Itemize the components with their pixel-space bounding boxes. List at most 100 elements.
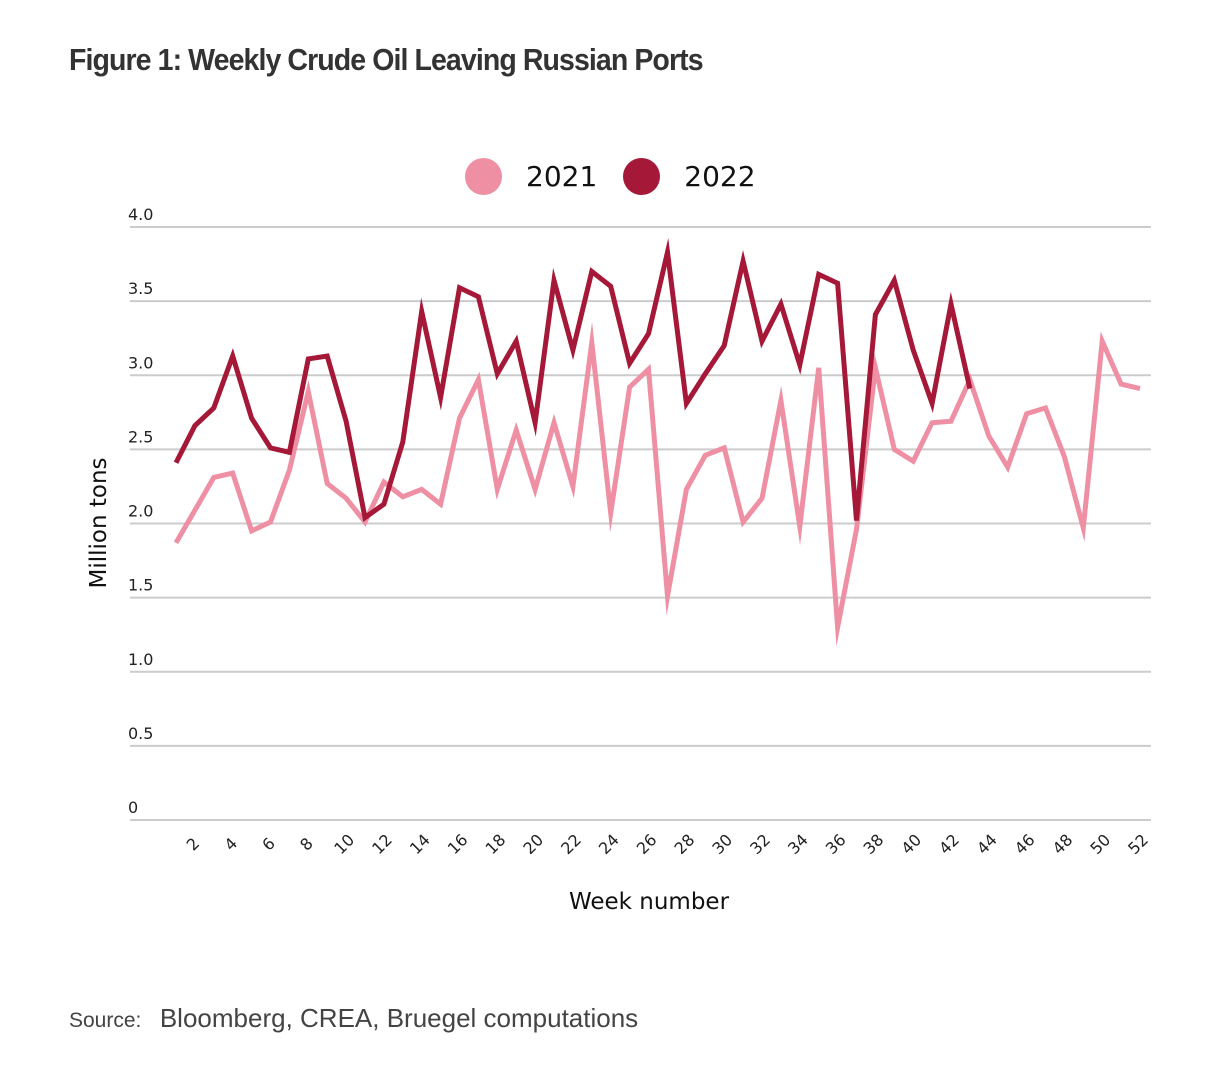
data-point-2022 [835, 281, 840, 286]
data-point-2022 [797, 362, 802, 367]
x-tick-label: 6 [258, 834, 279, 855]
data-point-2022 [570, 348, 575, 353]
x-tick-label: 36 [822, 830, 850, 858]
data-point-2021 [476, 377, 481, 382]
data-point-2022 [476, 294, 481, 299]
data-point-2022 [967, 386, 972, 391]
data-point-2022 [400, 439, 405, 444]
y-tick-label: 2.0 [128, 502, 153, 521]
data-point-2022 [665, 250, 670, 255]
x-tick-label: 22 [557, 830, 585, 858]
data-point-2021 [986, 434, 991, 439]
x-tick-label: 2 [183, 834, 204, 855]
data-point-2022 [438, 395, 443, 400]
data-point-2021 [627, 385, 632, 390]
x-tick-label: 20 [519, 830, 547, 858]
x-tick-label: 14 [406, 830, 434, 858]
data-point-2021 [854, 527, 859, 532]
gridlines [130, 226, 1151, 821]
series-lines [173, 237, 1143, 647]
data-point-2022 [230, 353, 235, 358]
data-point-2021 [589, 340, 594, 345]
series-line-2021 [173, 321, 1141, 647]
data-point-2021 [192, 508, 197, 513]
data-point-2022 [344, 419, 349, 424]
y-tick-label: 3.0 [128, 353, 153, 372]
data-point-2022 [533, 420, 538, 425]
data-point-2021 [911, 459, 916, 464]
data-point-2021 [419, 487, 424, 492]
data-point-2022 [778, 302, 783, 307]
x-tick-label: 24 [595, 830, 623, 858]
data-point-2022 [892, 278, 897, 283]
data-point-2021 [533, 487, 538, 492]
data-point-2022 [854, 518, 859, 523]
data-point-2021 [438, 502, 443, 507]
y-tick-label: 1.5 [128, 576, 153, 595]
data-point-2021 [741, 520, 746, 525]
data-point-2021 [325, 481, 330, 486]
y-tick-label: 0.5 [128, 724, 153, 743]
x-tick-label: 18 [482, 830, 510, 858]
data-point-2021 [835, 625, 840, 630]
data-point-2021 [930, 420, 935, 425]
data-point-2022 [759, 339, 764, 344]
y-tick-label: 3.5 [128, 279, 153, 298]
data-point-2021 [1119, 382, 1124, 387]
data-point-2021 [1024, 411, 1029, 416]
data-point-2022 [306, 356, 311, 361]
legend-marker-2021 [465, 157, 502, 195]
source-text: Bloomberg, CREA, Bruegel computations [159, 1003, 639, 1033]
data-point-2021 [1043, 405, 1048, 410]
x-tick-label: 44 [973, 830, 1001, 858]
x-tick-label: 48 [1049, 830, 1077, 858]
data-point-2021 [230, 471, 235, 476]
x-axis-label: Week number [569, 889, 730, 915]
x-tick-label: 26 [633, 830, 661, 858]
data-point-2021 [268, 520, 273, 525]
data-point-2022 [192, 423, 197, 428]
data-point-2021 [816, 365, 821, 370]
data-point-2022 [722, 343, 727, 348]
data-point-2021 [249, 528, 254, 533]
data-point-2021 [514, 428, 519, 433]
data-point-2021 [306, 389, 311, 394]
source-note: Source: Bloomberg, CREA, Bruegel computa… [69, 1003, 638, 1034]
chart-title: Figure 1: Weekly Crude Oil Leaving Russi… [69, 42, 704, 77]
data-point-2021 [552, 420, 557, 425]
x-tick-label: 38 [860, 830, 888, 858]
data-point-2021 [1081, 525, 1086, 530]
y-tick-label: 4.0 [128, 205, 153, 224]
data-point-2022 [381, 502, 386, 507]
y-tick-label: 1.0 [128, 650, 153, 669]
data-point-2021 [948, 419, 953, 424]
legend-item-2022: 2022 [623, 157, 756, 195]
data-point-2021 [1138, 386, 1143, 391]
data-point-2021 [797, 524, 802, 529]
legend-label-2021: 2021 [526, 159, 598, 193]
y-axis-label: Million tons [86, 457, 112, 588]
legend-marker-2022 [623, 157, 661, 195]
x-tick-label: 42 [935, 830, 963, 858]
data-point-2021 [665, 594, 670, 599]
data-point-2022 [930, 401, 935, 406]
x-tick-label: 32 [746, 830, 774, 858]
data-point-2021 [722, 445, 727, 450]
y-tick-label: 2.5 [128, 427, 153, 446]
data-point-2021 [211, 475, 216, 480]
y-tick-label: 0 [128, 798, 138, 817]
x-tick-label: 40 [897, 830, 925, 858]
data-point-2021 [400, 494, 405, 499]
x-tick-label: 52 [1124, 830, 1152, 858]
legend-item-2021: 2021 [465, 157, 598, 195]
data-point-2022 [268, 445, 273, 450]
series-line-2022 [173, 237, 973, 522]
data-point-2021 [381, 479, 386, 484]
data-point-2022 [514, 339, 519, 344]
data-point-2022 [419, 309, 424, 314]
x-tick-label: 8 [296, 834, 317, 855]
x-tick-label: 28 [671, 830, 699, 858]
data-point-2021 [646, 367, 651, 372]
data-point-2022 [948, 302, 953, 307]
